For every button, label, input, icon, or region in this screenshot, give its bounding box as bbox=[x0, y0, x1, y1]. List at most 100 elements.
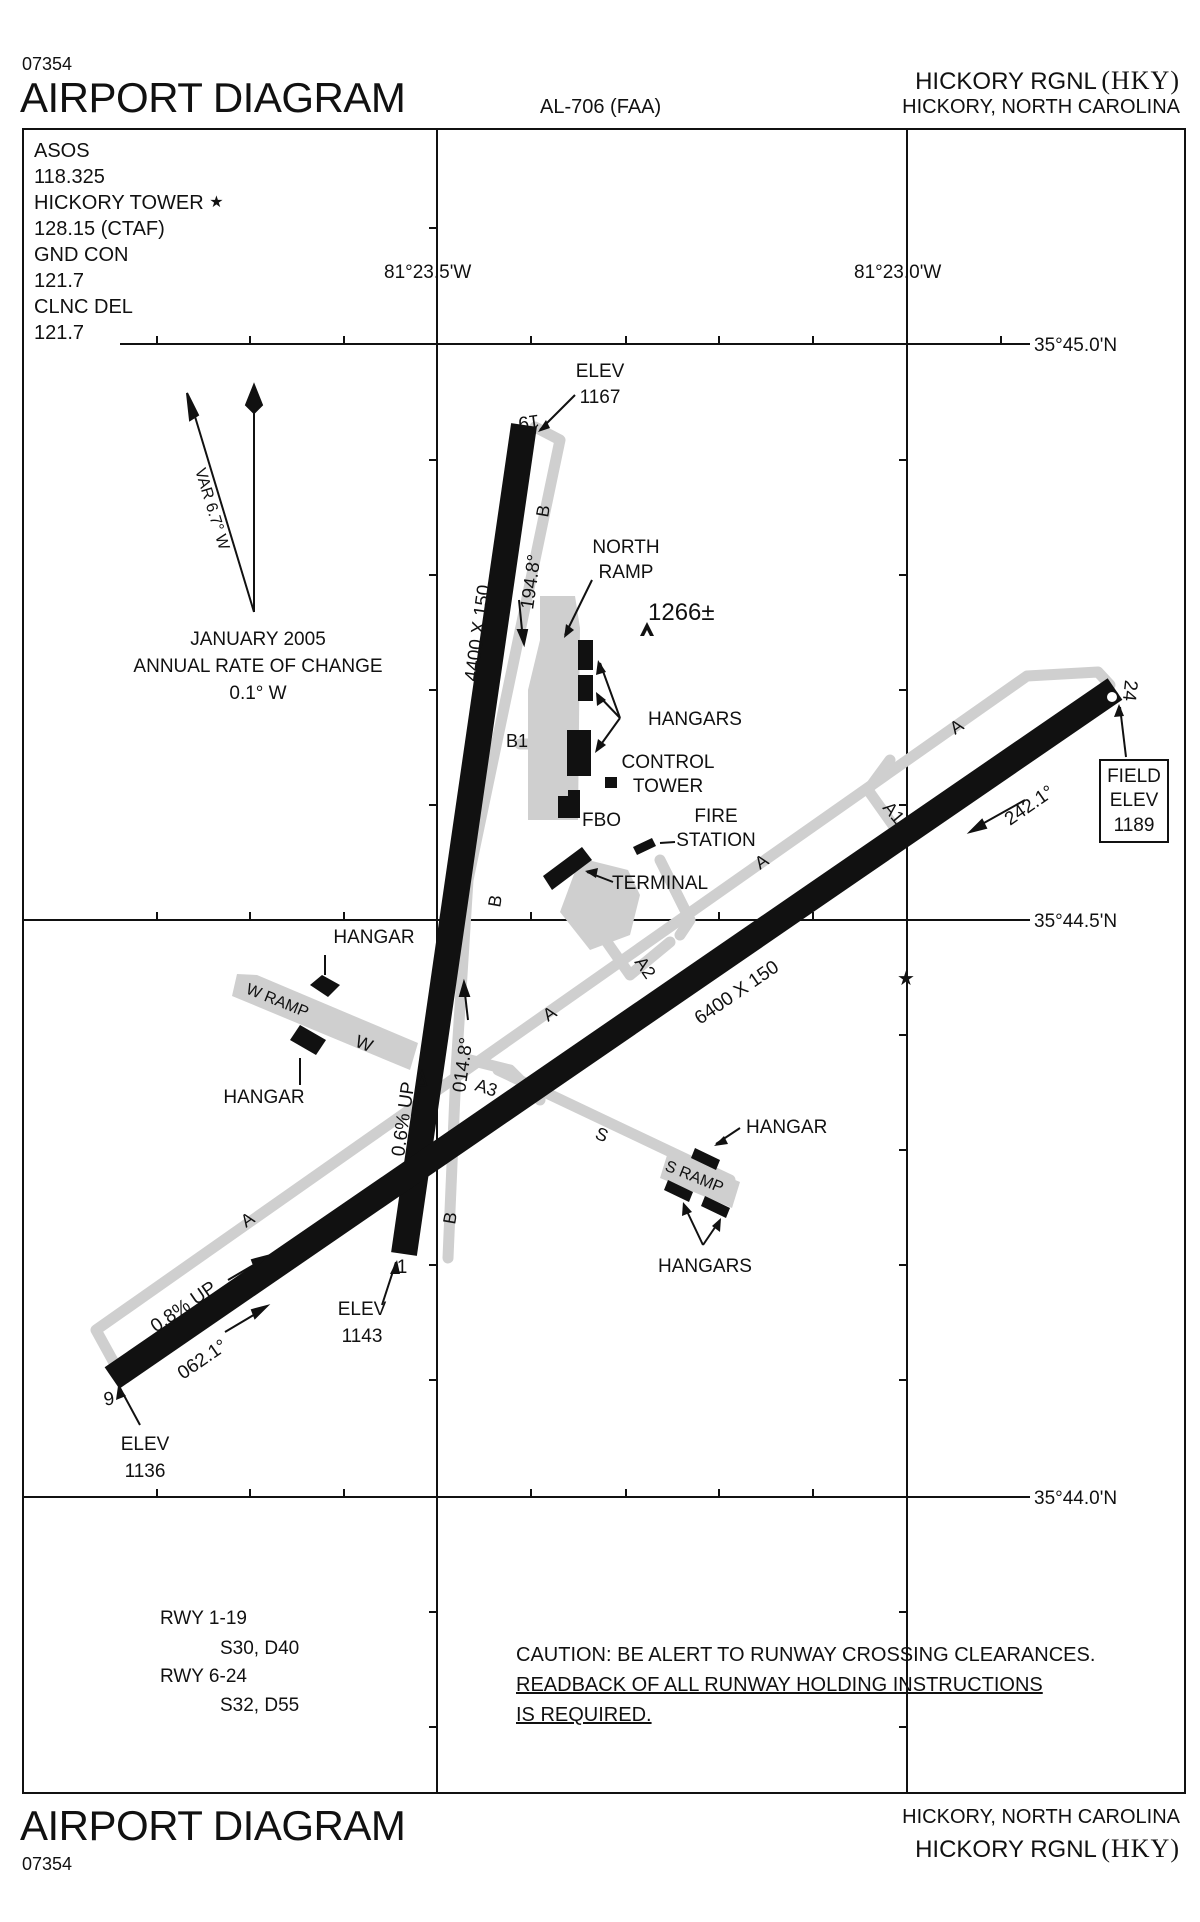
north-ramp-label-2: RAMP bbox=[599, 562, 654, 583]
caution-line-1: CAUTION: BE ALERT TO RUNWAY CROSSING CLE… bbox=[516, 1644, 1096, 1666]
hangar-label: HANGAR bbox=[333, 927, 414, 948]
airport-location: HICKORY, NORTH CAROLINA bbox=[902, 96, 1180, 118]
footer-title: AIRPORT DIAGRAM bbox=[20, 1802, 406, 1849]
control-tower-label-1: CONTROL bbox=[622, 752, 715, 773]
taxiway-b-label: B bbox=[484, 893, 506, 908]
freq-asos-value: 118.325 bbox=[34, 166, 105, 188]
leader-arrowheads bbox=[116, 420, 1124, 1400]
airport-reference-point-icon bbox=[1105, 690, 1119, 704]
freq-clnc-label: CLNC DEL bbox=[34, 296, 133, 318]
footer-airport-name: HICKORY RGNL bbox=[915, 1836, 1097, 1863]
lon-right-label: 81°23.0'W bbox=[854, 262, 941, 283]
lat-mid-label: 35°44.5'N bbox=[1034, 911, 1117, 932]
caution-note: CAUTION: BE ALERT TO RUNWAY CROSSING CLE… bbox=[516, 1640, 1095, 1730]
footer-procedure-id: 07354 bbox=[22, 1854, 73, 1874]
lon-left-label: 81°23.5'W bbox=[384, 262, 471, 283]
s-ramp-hangar bbox=[701, 1196, 730, 1218]
freq-asos-label: ASOS bbox=[34, 140, 90, 162]
grid-ticks bbox=[156, 227, 1002, 1728]
frequency-list: ASOS 118.325 HICKORY TOWER ★ 128.15 (CTA… bbox=[34, 138, 224, 346]
rwy-1-19-strength: S30, D40 bbox=[220, 1638, 299, 1659]
field-elevation-box bbox=[1099, 759, 1169, 843]
elev-rwy1-value: 1143 bbox=[342, 1326, 383, 1347]
hangars-label: HANGARS bbox=[658, 1256, 752, 1277]
buildings bbox=[290, 640, 730, 1218]
footer-airport-name-block: HICKORY RGNL (HKY) bbox=[915, 1834, 1180, 1864]
elev-rwy19-value: 1167 bbox=[580, 387, 621, 408]
hangar-label: HANGAR bbox=[223, 1087, 304, 1108]
freq-tower-label: HICKORY TOWER bbox=[34, 192, 204, 214]
airport-ident: (HKY) bbox=[1101, 66, 1180, 95]
control-tower-label-2: TOWER bbox=[633, 776, 703, 797]
taxiway-a bbox=[90, 666, 1116, 1376]
magvar-value: VAR 6.7° W bbox=[191, 466, 232, 552]
freq-clnc-value: 121.7 bbox=[34, 322, 85, 344]
direction-arrows bbox=[224, 599, 1026, 1333]
hangar-label: HANGAR bbox=[746, 1117, 827, 1138]
w-ramp-hangar bbox=[310, 975, 340, 997]
runway-numbers: 19 1 6 24 bbox=[102, 410, 1141, 1409]
taxiway-w-label: W bbox=[353, 1031, 376, 1056]
true-north-arrowhead-icon bbox=[244, 382, 264, 415]
rwy-1-19-label: RWY 1-19 bbox=[160, 1608, 247, 1629]
north-ramp-label-1: NORTH bbox=[592, 537, 659, 558]
chart-code: AL-706 (FAA) bbox=[540, 96, 662, 118]
lat-bottom-label: 35°44.0'N bbox=[1034, 1488, 1117, 1509]
runway-6-number: 6 bbox=[102, 1386, 115, 1408]
fbo-label: FBO bbox=[582, 810, 621, 831]
hangar-building bbox=[578, 640, 593, 670]
runways bbox=[104, 423, 1123, 1389]
field-elev-value: 1189 bbox=[1114, 815, 1155, 836]
caution-line-3: IS REQUIRED. bbox=[516, 1704, 652, 1726]
taxiway-b1-label: B1 bbox=[506, 731, 528, 751]
magvar-rate-label: ANNUAL RATE OF CHANGE bbox=[133, 656, 382, 677]
w-ramp-hangar bbox=[290, 1025, 326, 1055]
freq-tower-row: HICKORY TOWER ★ bbox=[34, 190, 224, 216]
freq-gnd-value: 121.7 bbox=[34, 270, 85, 292]
taxiway-b-label: B bbox=[439, 1210, 461, 1225]
field-elev-line2: ELEV bbox=[1110, 790, 1159, 811]
airport-name-block: HICKORY RGNL (HKY) bbox=[915, 66, 1180, 96]
field-elev-line1: FIELD bbox=[1107, 766, 1161, 787]
obstacle-elevation: 1266± bbox=[648, 599, 715, 626]
footer-location: HICKORY, NORTH CAROLINA bbox=[902, 1806, 1180, 1828]
field-elevation: FIELD ELEV 1189 bbox=[1107, 766, 1161, 836]
procedure-id: 07354 bbox=[22, 54, 73, 74]
runway-1-19 bbox=[391, 423, 537, 1256]
airport-name: HICKORY RGNL bbox=[915, 68, 1097, 95]
lat-lon-grid bbox=[22, 130, 1030, 1792]
magnetic-north-arrow bbox=[189, 399, 255, 613]
beacon-star-icon: ★ bbox=[897, 968, 915, 990]
diagram-frame bbox=[22, 128, 1186, 1794]
w-ramp-area bbox=[232, 974, 418, 1070]
elev-rwy1-label: ELEV bbox=[338, 1299, 387, 1320]
fire-station-building bbox=[633, 838, 656, 855]
s-ramp-hangar bbox=[664, 1180, 693, 1202]
fbo-building bbox=[568, 790, 580, 818]
runway-24-heading: 242.1° bbox=[1001, 782, 1058, 831]
magnetic-north-arrowhead-icon bbox=[186, 392, 200, 422]
freq-gnd-label: GND CON bbox=[34, 244, 129, 266]
ramps bbox=[232, 596, 740, 1208]
fire-station-label-2: STATION bbox=[676, 830, 756, 851]
caution-line-2: READBACK OF ALL RUNWAY HOLDING INSTRUCTI… bbox=[516, 1674, 1043, 1696]
terminal-connector bbox=[654, 854, 696, 941]
tower-star-icon: ★ bbox=[209, 194, 224, 211]
elev-rwy6-value: 1136 bbox=[125, 1461, 166, 1482]
page-title: AIRPORT DIAGRAM bbox=[20, 74, 406, 121]
terminal-ramp-area bbox=[560, 858, 640, 950]
elev-rwy6-label: ELEV bbox=[121, 1434, 170, 1455]
grid-labels: 81°23.5'W 81°23.0'W 35°45.0'N 35°44.5'N … bbox=[384, 262, 1117, 1509]
taxiway-a1 bbox=[862, 754, 901, 834]
hangar-building bbox=[567, 730, 591, 776]
hangar-building bbox=[578, 675, 593, 701]
s-ramp-area bbox=[660, 1152, 740, 1208]
taxiway-s-label: S bbox=[593, 1123, 612, 1146]
magvar-date: JANUARY 2005 bbox=[190, 629, 326, 650]
runway-strength-table: RWY 1-19 S30, D40 RWY 6-24 S32, D55 bbox=[160, 1608, 299, 1716]
taxiway-b-label: B bbox=[532, 503, 554, 518]
taxiway-a3-label: A3 bbox=[473, 1075, 500, 1101]
control-tower-building bbox=[605, 777, 617, 788]
obstacle-icon bbox=[640, 622, 654, 636]
